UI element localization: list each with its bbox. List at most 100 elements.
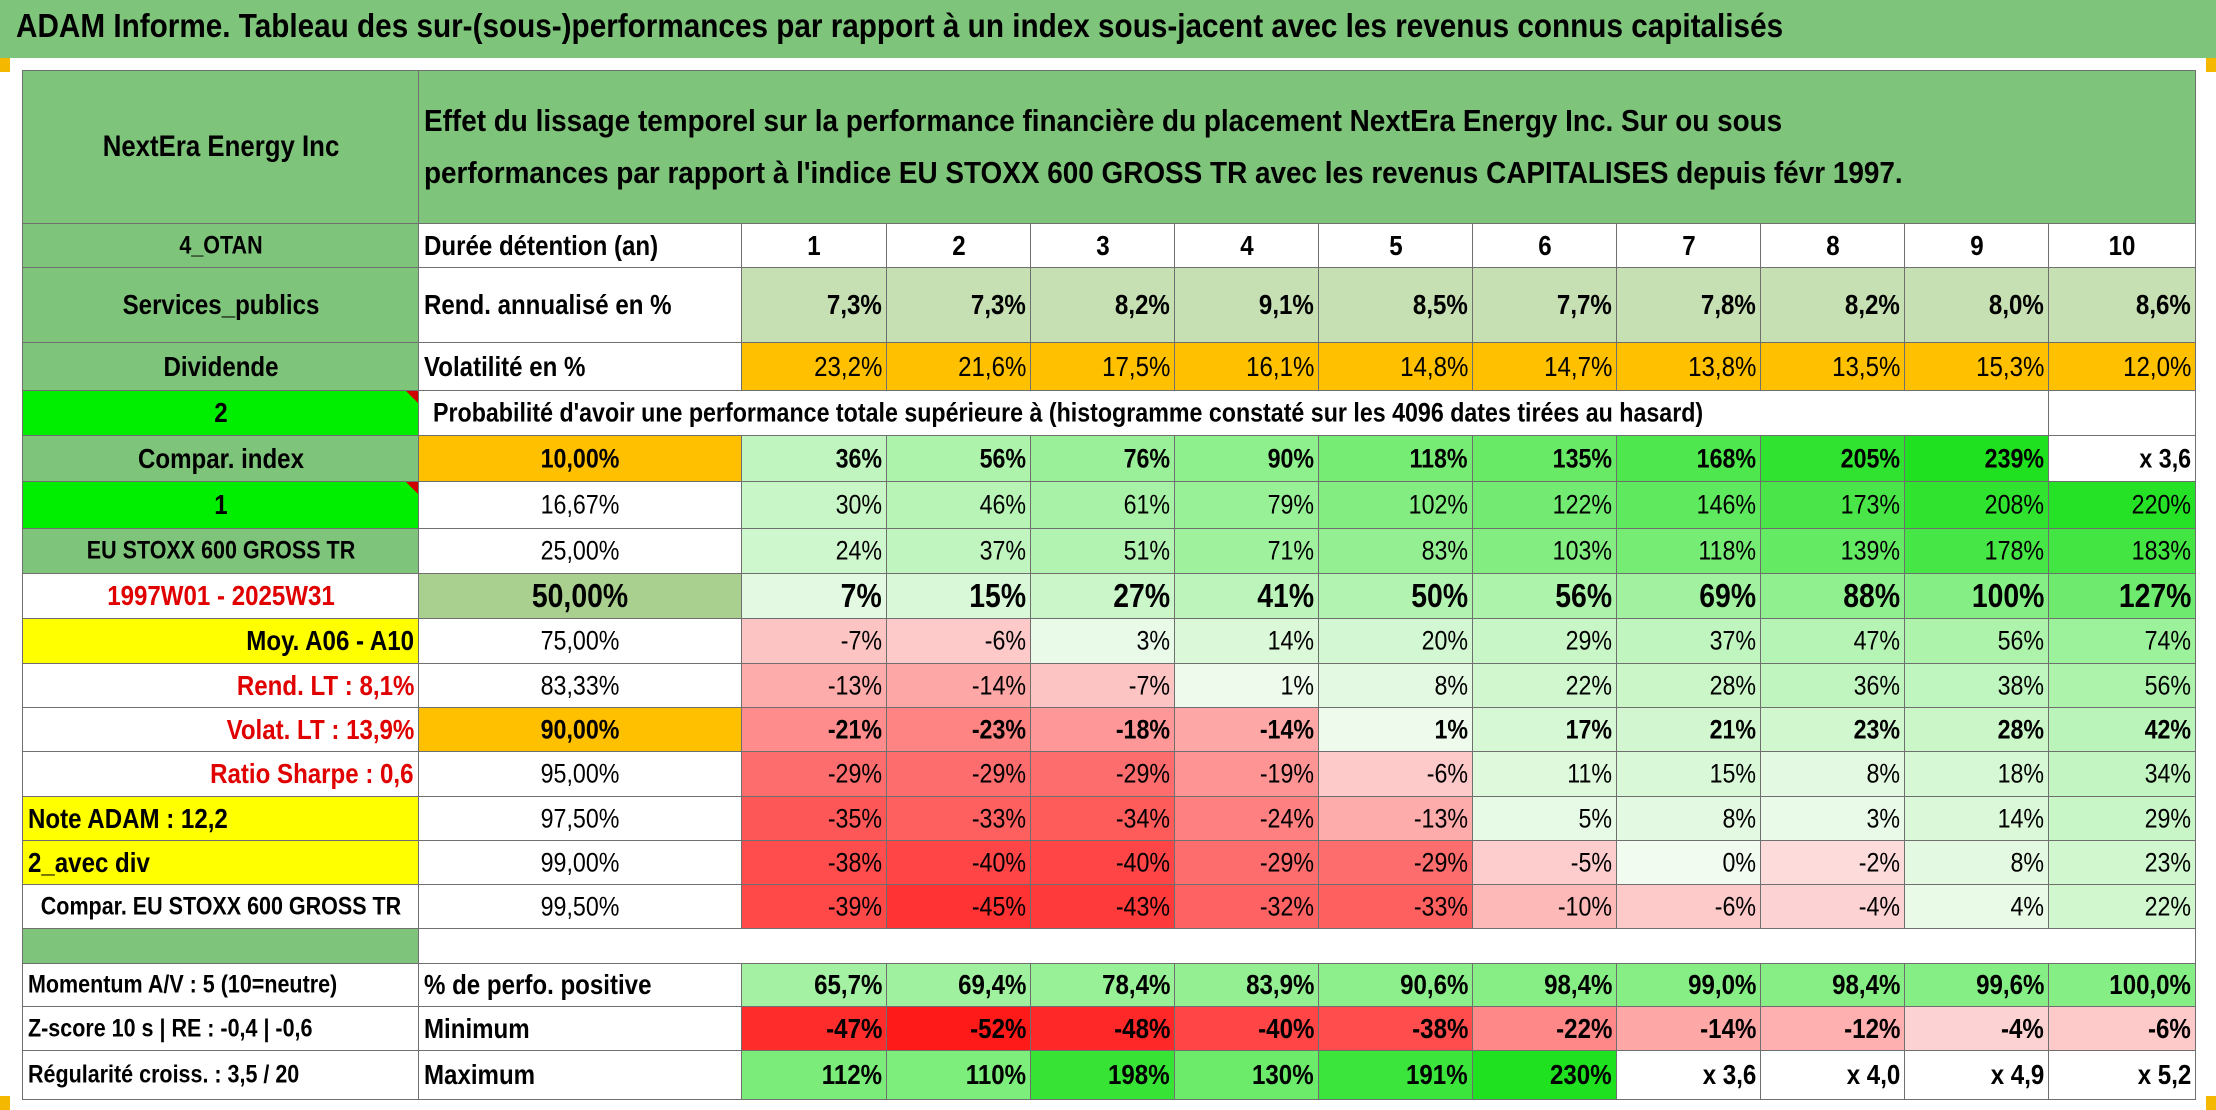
code-one-cell: 1 bbox=[22, 482, 419, 529]
probability-value-text: 0% bbox=[1722, 847, 1756, 877]
min-label-text: Minimum bbox=[424, 1012, 530, 1044]
probability-value: 4% bbox=[1905, 885, 2049, 929]
probability-value: 1% bbox=[1319, 708, 1473, 752]
max-value: x 5,2 bbox=[2049, 1051, 2196, 1100]
code-two-cell: 2 bbox=[22, 391, 419, 436]
probability-value: 24% bbox=[742, 529, 887, 574]
vol-value: 17,5% bbox=[1031, 343, 1175, 391]
pos-value: 78,4% bbox=[1031, 964, 1175, 1007]
probability-value-text: -24% bbox=[1259, 803, 1314, 833]
probability-value: 3% bbox=[1031, 619, 1175, 664]
vol-value-text: 21,6% bbox=[957, 350, 1026, 382]
probability-value: 51% bbox=[1031, 529, 1175, 574]
probability-value: -13% bbox=[1319, 797, 1473, 841]
probability-value: 37% bbox=[1617, 619, 1761, 664]
min-value: -22% bbox=[1473, 1007, 1617, 1051]
index-name-cell-text: EU STOXX 600 GROSS TR bbox=[86, 536, 355, 565]
probability-value: -32% bbox=[1175, 885, 1319, 929]
probability-value-text: 14% bbox=[1267, 625, 1314, 656]
probability-value-text: 8% bbox=[2010, 847, 2044, 877]
probability-value: -40% bbox=[1031, 841, 1175, 885]
probability-value: 239% bbox=[1905, 436, 2049, 482]
probability-threshold-text: 25,00% bbox=[540, 535, 620, 566]
probability-value-text: -19% bbox=[1259, 758, 1314, 789]
probability-value: 100% bbox=[1905, 574, 2049, 619]
corner-marker bbox=[0, 58, 10, 72]
probability-threshold-text: 16,67% bbox=[540, 489, 620, 520]
probability-value-text: 1% bbox=[1280, 670, 1314, 700]
probability-value-text: -29% bbox=[971, 758, 1026, 789]
period-cell-text: 1997W01 - 2025W31 bbox=[106, 580, 335, 611]
sector-cell-text: Services_publics bbox=[122, 289, 319, 320]
index-name-cell: EU STOXX 600 GROSS TR bbox=[22, 529, 419, 574]
min-value-text: -22% bbox=[1555, 1012, 1612, 1044]
max-value-text: 230% bbox=[1550, 1059, 1612, 1090]
probability-value-text: -7% bbox=[1128, 670, 1170, 700]
duration-header-text: 3 bbox=[1095, 229, 1110, 261]
vol-value: 13,5% bbox=[1761, 343, 1905, 391]
rend-value-text: 8,0% bbox=[1989, 289, 2044, 320]
probability-value-text: 102% bbox=[1408, 489, 1468, 520]
max-label-text: Maximum bbox=[424, 1059, 536, 1090]
probability-value: 38% bbox=[1905, 664, 2049, 708]
pos-value-text: 98,4% bbox=[1543, 969, 1612, 1000]
probability-value-text: 56% bbox=[1997, 625, 2044, 656]
probability-value-text: -23% bbox=[971, 714, 1026, 744]
probability-value: -14% bbox=[887, 664, 1031, 708]
probability-value: 5% bbox=[1473, 797, 1617, 841]
probability-value-text: 18% bbox=[1997, 758, 2044, 789]
probability-value-text: 50% bbox=[1411, 577, 1468, 614]
probability-value-text: -13% bbox=[827, 670, 882, 700]
company-name-cell-text: NextEra Energy Inc bbox=[102, 130, 339, 163]
spacer-cell bbox=[22, 929, 419, 964]
report-title: ADAM Informe. Tableau des sur-(sous-)per… bbox=[16, 7, 1784, 44]
max-value-text: x 3,6 bbox=[1702, 1059, 1756, 1090]
regularite-cell: Régularité croiss. : 3,5 / 20 bbox=[22, 1051, 419, 1100]
min-value: -47% bbox=[742, 1007, 887, 1051]
probability-value-text: -34% bbox=[1115, 803, 1170, 833]
probability-value: 102% bbox=[1319, 482, 1473, 529]
probability-value-text: -33% bbox=[971, 803, 1026, 833]
min-value: -12% bbox=[1761, 1007, 1905, 1051]
probability-value-text: 21% bbox=[1709, 714, 1756, 744]
probability-value: -33% bbox=[887, 797, 1031, 841]
zscore-cell: Z-score 10 s | RE : -0,4 | -0,6 bbox=[22, 1007, 419, 1051]
probability-value-text: -40% bbox=[971, 847, 1026, 877]
probability-value-text: -29% bbox=[1115, 758, 1170, 789]
momentum-cell: Momentum A/V : 5 (10=neutre) bbox=[22, 964, 419, 1007]
probability-value: -43% bbox=[1031, 885, 1175, 929]
probability-value-text: -38% bbox=[827, 847, 882, 877]
rend-value: 8,0% bbox=[1905, 268, 2049, 343]
probability-value: 23% bbox=[1761, 708, 1905, 752]
otan-cell: 4_OTAN bbox=[22, 224, 419, 268]
probability-value-text: -6% bbox=[1714, 891, 1756, 921]
probability-value: 29% bbox=[2049, 797, 2196, 841]
probability-value: 46% bbox=[887, 482, 1031, 529]
duration-header-text: 2 bbox=[951, 229, 966, 261]
duration-header: 7 bbox=[1617, 224, 1761, 268]
probability-value: -33% bbox=[1319, 885, 1473, 929]
min-value: -6% bbox=[2049, 1007, 2196, 1051]
pos-label: % de perfo. positive bbox=[419, 964, 742, 1007]
duration-header-text: 4 bbox=[1239, 229, 1254, 261]
avec-div-cell: 2_avec div bbox=[22, 841, 419, 885]
probability-value-text: 27% bbox=[1113, 577, 1170, 614]
probability-value-text: 88% bbox=[1843, 577, 1900, 614]
max-value: 198% bbox=[1031, 1051, 1175, 1100]
probability-value-text: 3% bbox=[1866, 803, 1900, 833]
probability-threshold-text: 99,50% bbox=[540, 891, 620, 921]
probability-value: 18% bbox=[1905, 752, 2049, 797]
max-value-text: x 4,9 bbox=[1990, 1059, 2044, 1090]
min-value-text: -52% bbox=[969, 1012, 1026, 1044]
probability-value: 90% bbox=[1175, 436, 1319, 482]
pos-value: 69,4% bbox=[887, 964, 1031, 1007]
max-value: x 3,6 bbox=[1617, 1051, 1761, 1100]
probability-value-text: 61% bbox=[1123, 489, 1170, 520]
sector-cell: Services_publics bbox=[22, 268, 419, 343]
probability-value-text: 11% bbox=[1567, 758, 1612, 789]
note-adam-cell: Note ADAM : 12,2 bbox=[22, 797, 419, 841]
probability-value: -18% bbox=[1031, 708, 1175, 752]
corner-marker bbox=[2206, 1096, 2216, 1110]
probability-value: 3% bbox=[1761, 797, 1905, 841]
min-label: Minimum bbox=[419, 1007, 742, 1051]
